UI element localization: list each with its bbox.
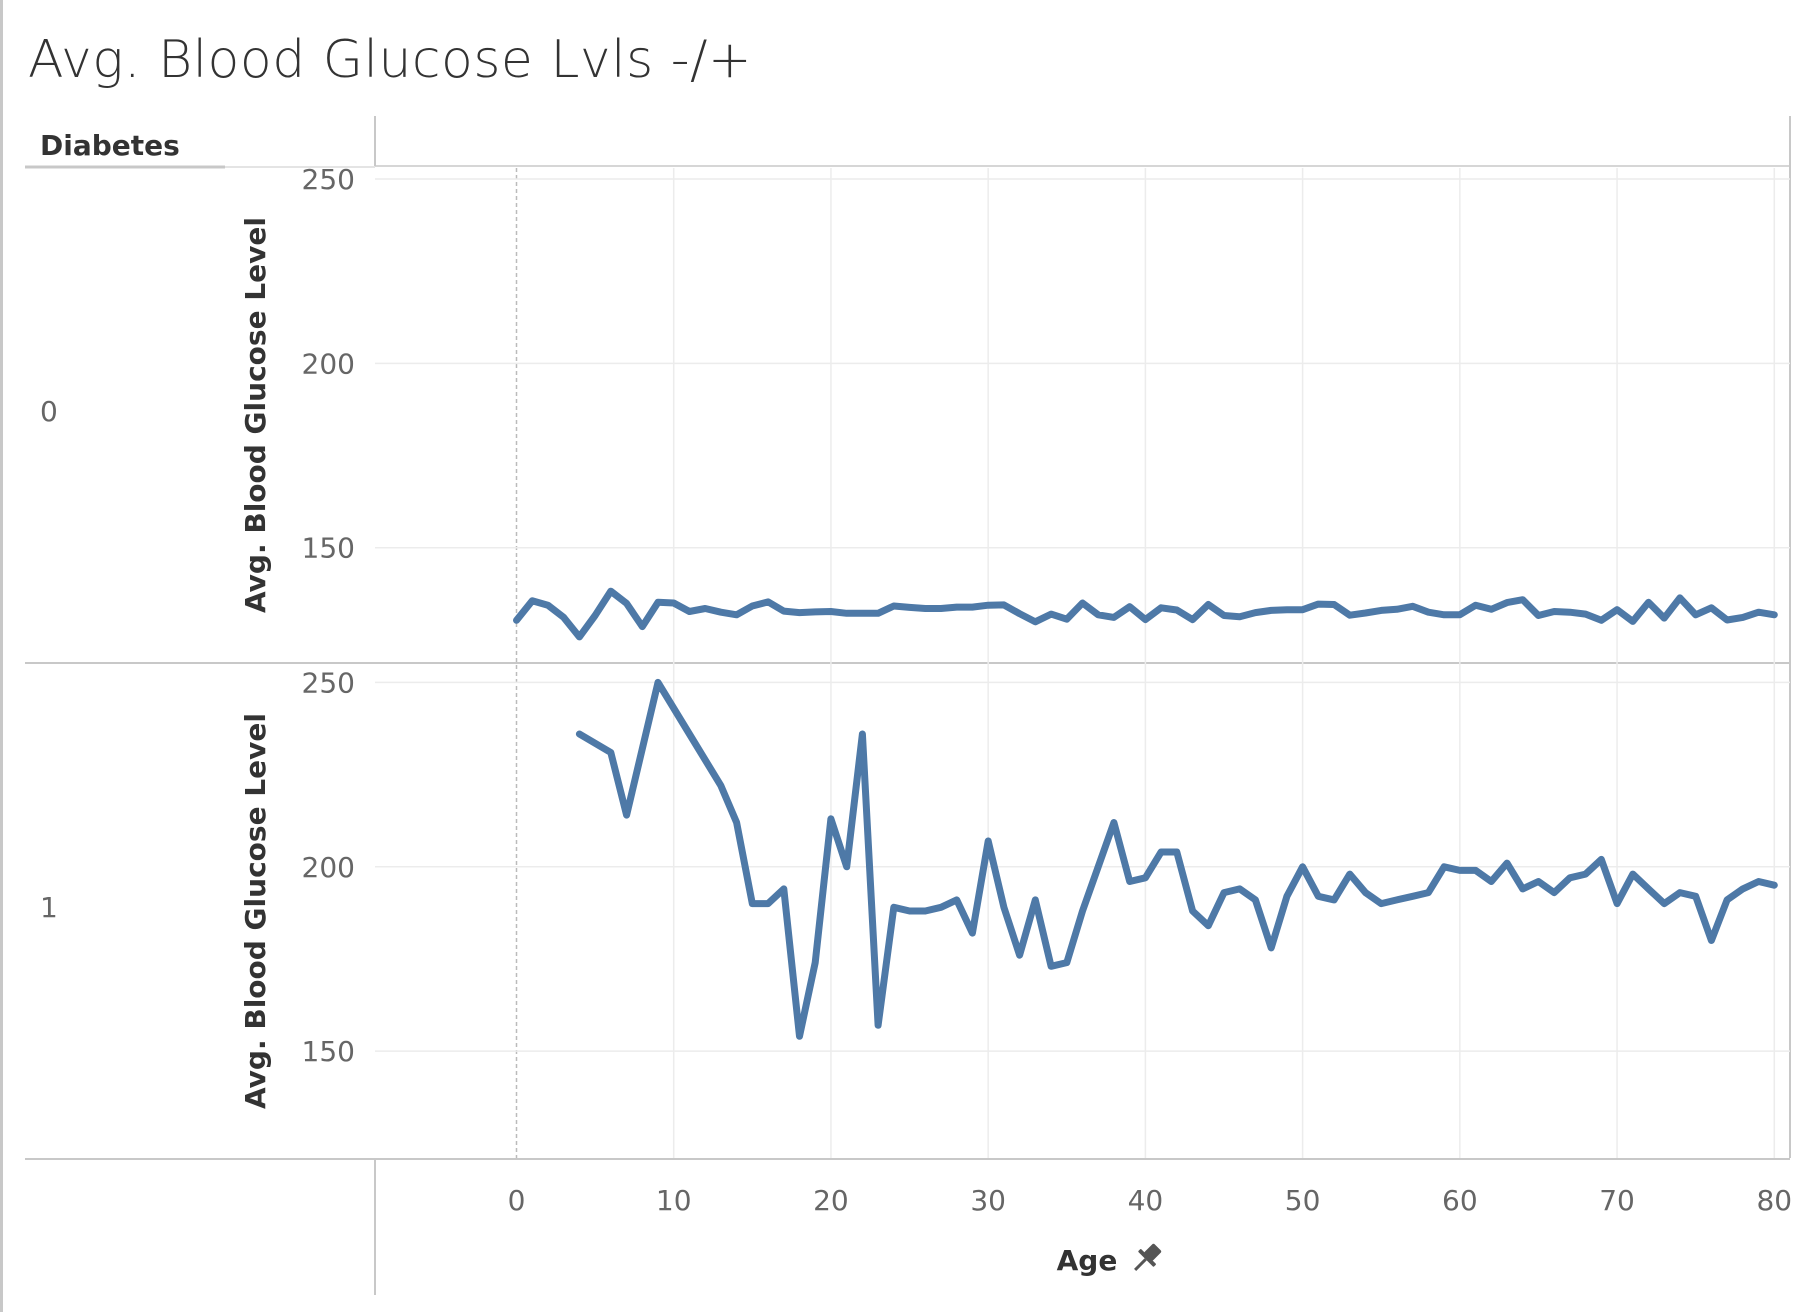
series-line	[579, 682, 1774, 1036]
x-tick-label: 20	[813, 1184, 849, 1217]
y-tick-label: 200	[302, 851, 355, 884]
y-axis-title: Avg. Blood Glucose Level	[239, 217, 272, 613]
x-tick-label: 40	[1128, 1184, 1164, 1217]
row-header-label: Diabetes	[40, 129, 180, 162]
y-tick-label: 150	[302, 532, 355, 565]
y-tick-label: 250	[302, 163, 355, 196]
row-label: 1	[40, 891, 58, 924]
x-tick-label: 80	[1756, 1184, 1792, 1217]
y-axis-title: Avg. Blood Glucose Level	[239, 713, 272, 1109]
x-tick-label: 0	[508, 1184, 526, 1217]
pin-needle	[1135, 1259, 1146, 1270]
x-axis-title: Age	[1057, 1244, 1118, 1277]
x-tick-label: 10	[656, 1184, 692, 1217]
x-tick-label: 30	[970, 1184, 1006, 1217]
panel-borders	[25, 116, 1790, 1295]
pin-icon	[1127, 1239, 1165, 1277]
x-tick-label: 60	[1442, 1184, 1478, 1217]
y-tick-label: 150	[302, 1035, 355, 1068]
x-tick-label: 70	[1599, 1184, 1635, 1217]
row-label: 0	[40, 395, 58, 428]
y-tick-label: 250	[302, 666, 355, 699]
y-tick-label: 200	[302, 347, 355, 380]
x-tick-label: 50	[1285, 1184, 1321, 1217]
labels: Diabetes 0 10 20 30 40 50 60 70 80 Age 150 200 250 0 Av…	[40, 129, 1792, 1278]
